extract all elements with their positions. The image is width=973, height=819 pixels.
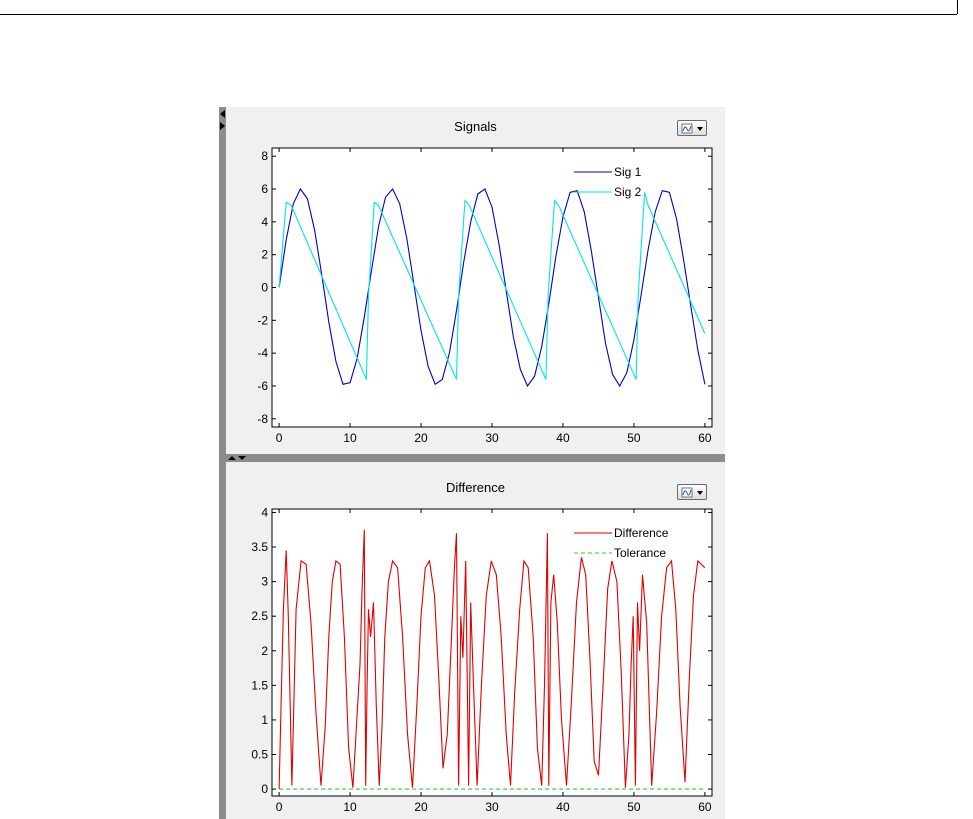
signals-y-tick-label: 8 — [261, 149, 268, 163]
signals-y-tick-label: 2 — [261, 248, 268, 262]
difference-y-tick-label: 3.5 — [251, 540, 268, 554]
difference-y-tick-label: 1.5 — [251, 678, 268, 692]
signals-x-tick-label: 0 — [276, 431, 283, 445]
signals-plot-panel: Signals 0 10 20 30 40 50 60 -8 -6 -4 -2 0 2 4 6 8 Sig 1 S… — [226, 107, 725, 454]
signals-plot-title: Signals — [454, 119, 497, 134]
signals-y-tick-label: 6 — [261, 182, 268, 196]
difference-series-difference-line — [278, 529, 706, 790]
signals-x-tick-label: 20 — [414, 431, 428, 445]
difference-plot-svg: 0 10 20 30 40 50 60 0 0.5 1 1.5 2 2.5 3 3.5 4 Difference… — [251, 505, 713, 814]
difference-x-tick-label: 60 — [698, 800, 712, 814]
difference-y-tick-label: 3 — [261, 575, 268, 589]
difference-x-tick-label: 30 — [485, 800, 499, 814]
signals-y-tick-label: -2 — [257, 313, 268, 327]
difference-x-tick-label: 40 — [556, 800, 570, 814]
left-panel-bar[interactable] — [219, 107, 226, 819]
difference-plot-panel: Difference 0 10 20 30 40 50 60 0 0.5 1 1.5 2 2.5 3 3.5… — [226, 462, 725, 819]
plot-splitter[interactable] — [219, 454, 725, 462]
signals-legend-label: Sig 2 — [614, 185, 642, 199]
signals-axes-area — [271, 147, 713, 428]
signals-x-tick-label: 60 — [698, 431, 712, 445]
difference-plot-title: Difference — [445, 480, 505, 495]
signals-series-sig-1-line — [278, 187, 706, 388]
signals-y-tick-label: -8 — [257, 412, 268, 426]
signals-y-tick-label: -6 — [257, 379, 268, 393]
difference-y-tick-label: 2 — [261, 644, 268, 658]
collapse-left-arrow-icon[interactable] — [220, 110, 225, 118]
difference-y-tick-label: 0 — [261, 782, 268, 796]
difference-x-tick-label: 20 — [414, 800, 428, 814]
difference-legend-label: Difference — [614, 526, 669, 540]
page-top-rule-tick — [957, 0, 958, 14]
difference-y-tick-label: 4 — [261, 505, 268, 519]
difference-legend-label: Tolerance — [614, 546, 666, 560]
signals-legend-label: Sig 1 — [614, 165, 642, 179]
signals-series-sig-2-line — [278, 192, 706, 380]
plot-options-icon — [681, 487, 703, 498]
difference-y-tick-label: 0.5 — [251, 748, 268, 762]
plot-options-icon — [681, 123, 703, 134]
splitter-up-arrow-icon[interactable] — [228, 456, 236, 460]
splitter-down-arrow-icon[interactable] — [238, 456, 246, 460]
signals-y-tick-label: -4 — [257, 346, 268, 360]
difference-plot-menu-button[interactable] — [677, 484, 707, 500]
signals-x-tick-label: 50 — [627, 431, 641, 445]
page-top-rule — [0, 0, 957, 15]
expand-right-arrow-icon[interactable] — [220, 122, 225, 130]
signals-x-tick-label: 10 — [343, 431, 357, 445]
difference-y-tick-label: 2.5 — [251, 609, 268, 623]
difference-x-tick-label: 0 — [276, 800, 283, 814]
signals-x-tick-label: 40 — [556, 431, 570, 445]
difference-x-tick-label: 50 — [627, 800, 641, 814]
difference-y-tick-label: 1 — [261, 713, 268, 727]
signals-x-tick-label: 30 — [485, 431, 499, 445]
signals-plot-svg: 0 10 20 30 40 50 60 -8 -6 -4 -2 0 2 4 6 8 Sig 1 Sig 2 — [257, 147, 713, 445]
signals-y-tick-label: 0 — [261, 281, 268, 295]
signals-y-tick-label: 4 — [261, 215, 268, 229]
signals-plot-menu-button[interactable] — [677, 120, 707, 136]
difference-x-tick-label: 10 — [343, 800, 357, 814]
